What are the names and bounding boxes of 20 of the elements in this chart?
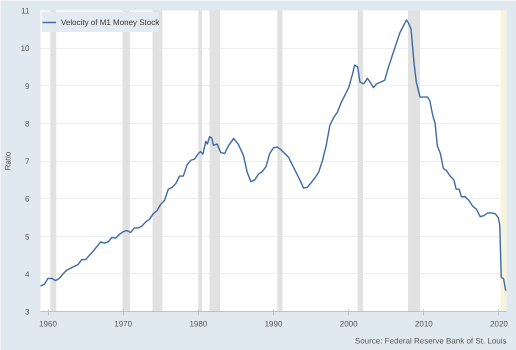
y-tick-label: 4 <box>25 270 30 279</box>
x-tick-label: 1990 <box>264 320 283 328</box>
x-tick-label: 2020 <box>490 320 508 328</box>
y-tick-label: 5 <box>25 232 30 242</box>
x-tick-label: 1970 <box>114 320 133 328</box>
y-axis-title: Ratio <box>4 151 13 170</box>
y-tick-label: 6 <box>25 194 30 204</box>
y-tick-label: 10 <box>20 44 30 54</box>
line-series <box>40 19 506 292</box>
source-note: Source: Federal Reserve Bank of St. Louis <box>354 336 507 346</box>
y-tick-label: 9 <box>25 82 30 91</box>
x-tick-label: 2010 <box>414 320 434 328</box>
x-tick-label: 1980 <box>189 320 208 328</box>
legend-label: Velocity of M1 Money Stock <box>61 18 160 26</box>
x-tick-label: 2000 <box>340 320 358 328</box>
y-tick-label: 3 <box>25 308 30 316</box>
x-tick-label: 1960 <box>39 320 58 328</box>
y-tick-label: 7 <box>25 157 30 166</box>
y-tick-label: 8 <box>25 119 30 128</box>
y-tick-label: 11 <box>21 6 30 16</box>
